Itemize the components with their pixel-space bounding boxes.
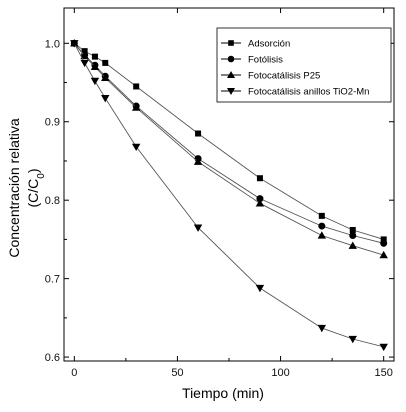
legend-label: Fotocatálisis anillos TiO2-Mn — [248, 87, 369, 98]
data-point — [195, 130, 202, 137]
data-point — [380, 239, 388, 247]
data-point — [256, 175, 263, 182]
legend-box — [216, 27, 392, 103]
y-tick-label: 1.0 — [45, 38, 60, 50]
data-point — [380, 236, 387, 243]
x-axis-label: Tiempo (min) — [182, 385, 264, 401]
data-point — [101, 73, 110, 81]
series-group — [70, 39, 388, 352]
y-axis-unit-prefix: (C/C — [25, 179, 41, 208]
legend: Adsorción Fotólisis Fotocatálisis P25 Fotoc… — [216, 27, 392, 103]
y-axis-label: Concentración relativa — [6, 118, 22, 258]
data-point — [70, 40, 79, 48]
data-point — [349, 226, 356, 233]
legend-marker — [227, 88, 235, 95]
axis-ticks: 0 50 100 150 0.6 0.7 0.8 0.9 1.0 — [45, 8, 394, 379]
legend-marker — [227, 55, 235, 63]
data-point — [317, 231, 327, 239]
data-point — [256, 195, 264, 203]
data-point — [131, 143, 141, 152]
y-axis-unit-subscript: 0 — [36, 173, 47, 179]
y-axis-unit-suffix: ) — [25, 168, 41, 173]
data-point — [90, 77, 100, 86]
x-tick-label: 0 — [71, 367, 77, 379]
y-tick-label: 0.8 — [45, 195, 60, 207]
data-point — [90, 62, 100, 70]
data-point — [131, 103, 141, 111]
series-line — [73, 43, 384, 348]
data-point — [255, 199, 265, 207]
data-point — [193, 224, 203, 232]
data-point — [102, 59, 109, 66]
y-tick-label: 0.9 — [45, 117, 60, 129]
y-tick-label: 0.7 — [45, 274, 60, 286]
x-tick-label: 100 — [271, 367, 289, 379]
data-point — [318, 212, 325, 219]
series-3 — [70, 39, 388, 259]
data-point — [318, 222, 326, 230]
series-4 — [70, 40, 388, 352]
legend-marker — [228, 40, 234, 46]
y-axis-label-unit: (C/C0) — [25, 168, 47, 207]
y-tick-label: 0.6 — [45, 352, 60, 364]
x-tick-label: 50 — [171, 367, 183, 379]
series-line — [73, 43, 384, 244]
data-point — [348, 335, 357, 344]
data-point — [317, 324, 327, 333]
legend-marker — [227, 71, 235, 78]
series-line — [74, 42, 384, 240]
data-point — [91, 53, 98, 60]
data-point — [80, 59, 89, 68]
legend-label: Adsorción — [248, 39, 290, 50]
data-point — [379, 343, 388, 352]
x-tick-label: 150 — [375, 367, 393, 379]
legend-label: Fotólisis — [248, 55, 283, 66]
data-point — [80, 51, 89, 60]
legend-label: Fotocatálisis P25 — [248, 71, 320, 82]
data-point — [133, 83, 140, 90]
data-point — [348, 241, 357, 249]
data-point — [193, 157, 203, 165]
data-point — [81, 48, 88, 55]
series-line — [73, 43, 384, 256]
data-point — [255, 284, 265, 293]
data-point — [101, 95, 110, 103]
data-point — [379, 250, 388, 259]
data-point — [349, 231, 357, 239]
